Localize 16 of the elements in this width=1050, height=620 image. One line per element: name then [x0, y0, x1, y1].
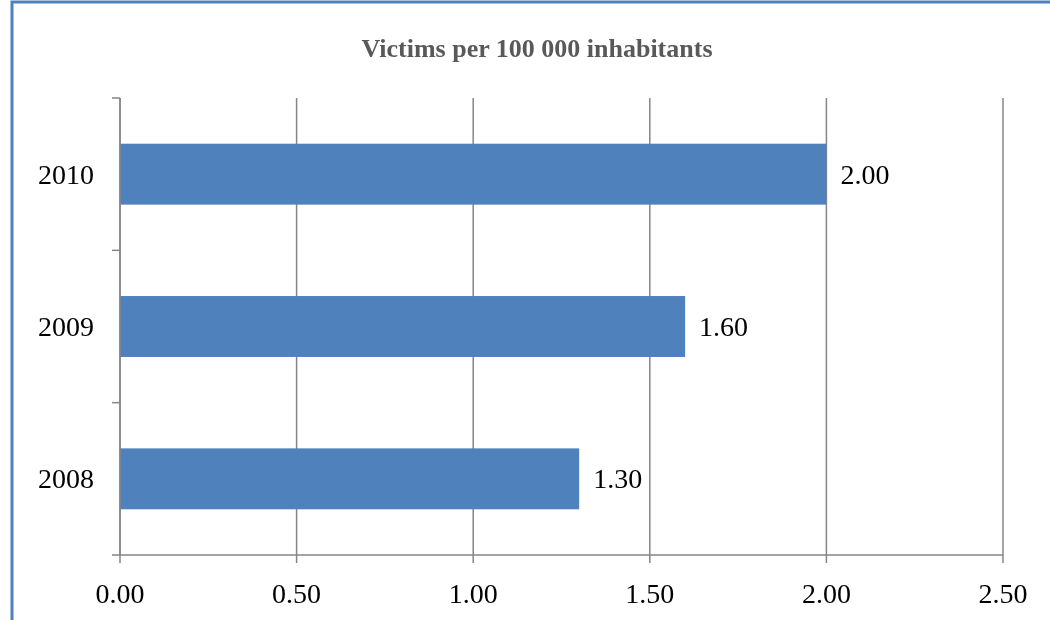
chart-title: Victims per 100 000 inhabitants [361, 33, 713, 63]
x-tick-label: 1.00 [448, 577, 498, 609]
y-tick-label: 2009 [38, 311, 94, 342]
data-label: 2.00 [840, 158, 890, 190]
data-label: 1.60 [699, 311, 749, 342]
y-tick-label: 2010 [38, 158, 94, 190]
y-tick-label: 2008 [38, 463, 94, 495]
x-tick-label: 0.50 [272, 577, 322, 609]
x-tick-label: 0.00 [95, 577, 145, 609]
bar [120, 448, 580, 510]
bar [120, 143, 827, 205]
data-label: 1.30 [593, 463, 643, 495]
x-tick-label: 2.00 [801, 577, 851, 609]
bar [120, 296, 686, 357]
x-tick-label: 1.50 [625, 577, 675, 609]
x-tick-label: 2.50 [978, 577, 1028, 609]
